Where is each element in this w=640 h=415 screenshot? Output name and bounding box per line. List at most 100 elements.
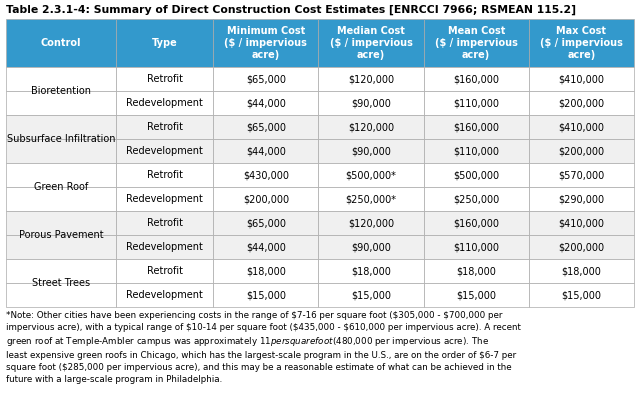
Bar	[529, 139, 634, 163]
Bar	[529, 67, 634, 91]
Text: $410,000: $410,000	[559, 218, 604, 228]
Bar	[319, 259, 424, 283]
Text: $160,000: $160,000	[453, 218, 499, 228]
Bar	[424, 19, 529, 67]
Text: $160,000: $160,000	[453, 122, 499, 132]
Bar	[213, 283, 319, 307]
Bar	[529, 19, 634, 67]
Text: $18,000: $18,000	[351, 266, 391, 276]
Bar	[319, 91, 424, 115]
Bar	[116, 67, 213, 91]
Text: Retrofit: Retrofit	[147, 266, 182, 276]
Bar	[116, 187, 213, 211]
Bar	[424, 115, 529, 139]
Bar	[116, 139, 213, 163]
Text: $15,000: $15,000	[561, 290, 602, 300]
Bar	[424, 67, 529, 91]
Bar	[6, 67, 116, 91]
Bar	[319, 163, 424, 187]
Text: $15,000: $15,000	[246, 290, 286, 300]
Bar	[213, 163, 319, 187]
Bar	[213, 115, 319, 139]
Text: Type: Type	[152, 38, 177, 48]
Text: $410,000: $410,000	[559, 122, 604, 132]
Bar	[116, 91, 213, 115]
Bar	[213, 19, 319, 67]
Text: $44,000: $44,000	[246, 98, 286, 108]
Text: $110,000: $110,000	[453, 242, 499, 252]
Bar	[116, 19, 213, 67]
Bar	[319, 19, 424, 67]
Bar	[319, 283, 424, 307]
Bar	[319, 139, 424, 163]
Bar	[424, 139, 529, 163]
Text: $110,000: $110,000	[453, 146, 499, 156]
Text: $15,000: $15,000	[351, 290, 391, 300]
Text: $160,000: $160,000	[453, 74, 499, 84]
Text: $410,000: $410,000	[559, 74, 604, 84]
Text: $18,000: $18,000	[246, 266, 286, 276]
Bar	[529, 259, 634, 283]
Text: Porous Pavement: Porous Pavement	[19, 230, 103, 240]
Bar	[424, 283, 529, 307]
Text: $200,000: $200,000	[558, 146, 604, 156]
Text: $15,000: $15,000	[456, 290, 496, 300]
Text: Retrofit: Retrofit	[147, 170, 182, 180]
Bar	[116, 163, 213, 187]
Bar	[6, 187, 116, 211]
Text: $65,000: $65,000	[246, 74, 286, 84]
Bar	[6, 235, 116, 259]
Text: $200,000: $200,000	[558, 242, 604, 252]
Bar	[424, 211, 529, 235]
Bar	[529, 163, 634, 187]
Bar	[213, 91, 319, 115]
Text: $500,000*: $500,000*	[346, 170, 396, 180]
Text: Retrofit: Retrofit	[147, 74, 182, 84]
Bar	[116, 115, 213, 139]
Text: $570,000: $570,000	[558, 170, 605, 180]
Bar	[6, 163, 116, 187]
Text: $120,000: $120,000	[348, 122, 394, 132]
Text: $65,000: $65,000	[246, 122, 286, 132]
Text: Subsurface Infiltration: Subsurface Infiltration	[6, 134, 115, 144]
Bar	[529, 115, 634, 139]
Bar	[6, 211, 116, 235]
Text: Redevelopment: Redevelopment	[126, 194, 203, 204]
Text: $44,000: $44,000	[246, 242, 286, 252]
Text: $120,000: $120,000	[348, 218, 394, 228]
Bar	[6, 115, 116, 139]
Text: Redevelopment: Redevelopment	[126, 98, 203, 108]
Bar	[6, 259, 116, 283]
Text: $90,000: $90,000	[351, 98, 391, 108]
Bar	[116, 211, 213, 235]
Text: $290,000: $290,000	[558, 194, 604, 204]
Bar	[529, 91, 634, 115]
Bar	[116, 235, 213, 259]
Bar	[319, 187, 424, 211]
Bar	[6, 283, 116, 307]
Bar	[424, 235, 529, 259]
Bar	[213, 139, 319, 163]
Bar	[529, 283, 634, 307]
Text: $200,000: $200,000	[243, 194, 289, 204]
Bar	[213, 187, 319, 211]
Text: $250,000*: $250,000*	[346, 194, 397, 204]
Bar	[529, 187, 634, 211]
Bar	[424, 187, 529, 211]
Bar	[529, 235, 634, 259]
Bar	[213, 211, 319, 235]
Text: Control: Control	[41, 38, 81, 48]
Bar	[213, 235, 319, 259]
Bar	[529, 211, 634, 235]
Text: $90,000: $90,000	[351, 146, 391, 156]
Text: $44,000: $44,000	[246, 146, 286, 156]
Text: $200,000: $200,000	[558, 98, 604, 108]
Text: $500,000: $500,000	[453, 170, 499, 180]
Text: Bioretention: Bioretention	[31, 86, 91, 96]
Bar	[424, 163, 529, 187]
Bar	[319, 115, 424, 139]
Bar	[6, 91, 116, 115]
Bar	[116, 259, 213, 283]
Text: $90,000: $90,000	[351, 242, 391, 252]
Text: Street Trees: Street Trees	[32, 278, 90, 288]
